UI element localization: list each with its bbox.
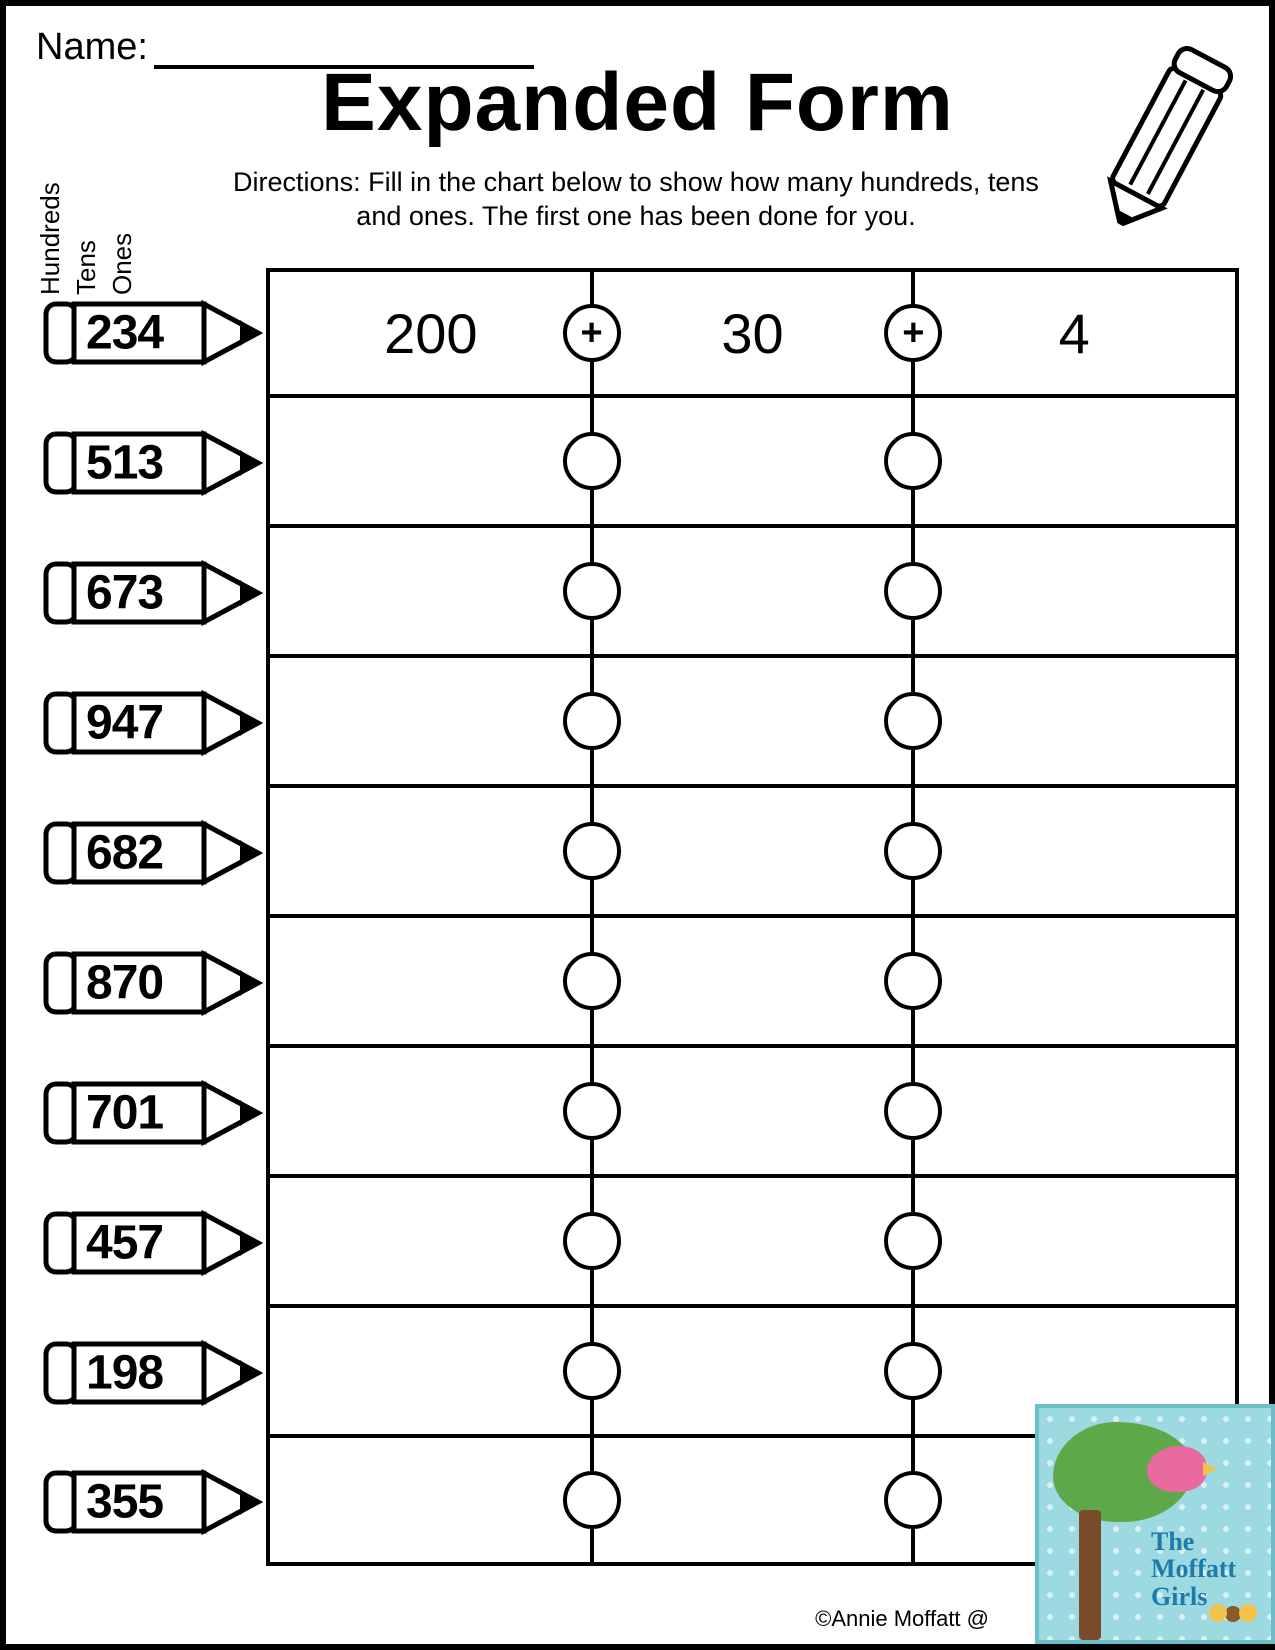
pencil-number-icon: 355 [36, 1438, 266, 1566]
expanded-cells [266, 398, 1239, 528]
hundreds-cell[interactable] [270, 1048, 592, 1174]
hundreds-cell[interactable] [270, 658, 592, 784]
tens-cell[interactable]: 30 [592, 272, 914, 394]
row-number: 234 [86, 306, 163, 361]
tens-cell[interactable] [592, 1438, 914, 1562]
ones-cell[interactable] [913, 788, 1235, 914]
worksheet-page: Name: Expanded Form Directions: Fill in … [0, 0, 1275, 1650]
worksheet-title: Expanded Form [6, 56, 1269, 150]
tens-cell[interactable] [592, 788, 914, 914]
chart-table: 234 200 30 4 + + 513 673 947 [36, 268, 1239, 1584]
hundreds-cell[interactable] [270, 918, 592, 1044]
expanded-cells [266, 658, 1239, 788]
tens-cell[interactable] [592, 398, 914, 524]
row-number: 870 [86, 956, 163, 1011]
tens-cell[interactable] [592, 1048, 914, 1174]
plus-circle[interactable] [563, 1082, 621, 1140]
table-row: 234 200 30 4 + + [36, 268, 1239, 398]
plus-circle[interactable] [884, 1342, 942, 1400]
plus-circle[interactable]: + [884, 304, 942, 362]
expanded-cells: 200 30 4 + + [266, 268, 1239, 398]
plus-circle[interactable] [563, 952, 621, 1010]
ones-cell[interactable] [913, 1178, 1235, 1304]
expanded-cells [266, 1048, 1239, 1178]
ones-cell[interactable] [913, 398, 1235, 524]
hundreds-cell[interactable]: 200 [270, 272, 592, 394]
expanded-cells [266, 1178, 1239, 1308]
ones-cell[interactable] [913, 528, 1235, 654]
table-row: 682 [36, 788, 1239, 918]
plus-circle[interactable]: + [563, 304, 621, 362]
plus-circle[interactable] [884, 562, 942, 620]
hundreds-cell[interactable] [270, 1438, 592, 1562]
pencil-number-icon: 673 [36, 528, 266, 658]
plus-circle[interactable] [884, 952, 942, 1010]
pencil-number-icon: 701 [36, 1048, 266, 1178]
row-number: 682 [86, 826, 163, 881]
plus-circle[interactable] [563, 432, 621, 490]
pencil-number-icon: 234 [36, 268, 266, 398]
plus-circle[interactable] [884, 1212, 942, 1270]
plus-circle[interactable] [884, 432, 942, 490]
pencil-number-icon: 947 [36, 658, 266, 788]
row-number: 513 [86, 436, 163, 491]
tens-cell[interactable] [592, 528, 914, 654]
expanded-cells [266, 528, 1239, 658]
table-row: 701 [36, 1048, 1239, 1178]
plus-circle[interactable] [884, 822, 942, 880]
expanded-cells [266, 918, 1239, 1048]
bird-icon [1147, 1446, 1207, 1492]
hundreds-cell[interactable] [270, 1178, 592, 1304]
row-number: 457 [86, 1216, 163, 1271]
plus-circle[interactable] [563, 562, 621, 620]
pencil-number-icon: 682 [36, 788, 266, 918]
plus-circle[interactable] [563, 1471, 621, 1529]
plus-circle[interactable] [563, 1342, 621, 1400]
ones-cell[interactable]: 4 [913, 272, 1235, 394]
ones-cell[interactable] [913, 918, 1235, 1044]
pencil-number-icon: 457 [36, 1178, 266, 1308]
hundreds-cell[interactable] [270, 528, 592, 654]
plus-circle[interactable] [563, 692, 621, 750]
ones-cell[interactable] [913, 1048, 1235, 1174]
tens-cell[interactable] [592, 918, 914, 1044]
directions-text: Directions: Fill in the chart below to s… [226, 166, 1046, 234]
table-row: 673 [36, 528, 1239, 658]
plus-circle[interactable] [884, 1082, 942, 1140]
row-number: 701 [86, 1086, 163, 1141]
row-number: 355 [86, 1475, 163, 1530]
hundreds-cell[interactable] [270, 1308, 592, 1434]
plus-circle[interactable] [563, 822, 621, 880]
hundreds-cell[interactable] [270, 788, 592, 914]
row-number: 947 [86, 696, 163, 751]
tens-cell[interactable] [592, 1308, 914, 1434]
hundreds-cell[interactable] [270, 398, 592, 524]
tens-cell[interactable] [592, 1178, 914, 1304]
row-number: 198 [86, 1346, 163, 1401]
brand-logo-text: The Moffatt Girls [1151, 1528, 1261, 1610]
row-number: 673 [86, 566, 163, 621]
table-row: 513 [36, 398, 1239, 528]
pencil-number-icon: 513 [36, 398, 266, 528]
plus-circle[interactable] [563, 1212, 621, 1270]
pencil-number-icon: 870 [36, 918, 266, 1048]
copyright-text: ©Annie Moffatt @ [815, 1606, 989, 1632]
tens-cell[interactable] [592, 658, 914, 784]
ones-cell[interactable] [913, 658, 1235, 784]
plus-circle[interactable] [884, 1471, 942, 1529]
expanded-cells [266, 788, 1239, 918]
table-row: 870 [36, 918, 1239, 1048]
table-row: 947 [36, 658, 1239, 788]
pencil-number-icon: 198 [36, 1308, 266, 1438]
brand-logo-badge: The Moffatt Girls [1035, 1404, 1275, 1644]
plus-circle[interactable] [884, 692, 942, 750]
table-row: 457 [36, 1178, 1239, 1308]
